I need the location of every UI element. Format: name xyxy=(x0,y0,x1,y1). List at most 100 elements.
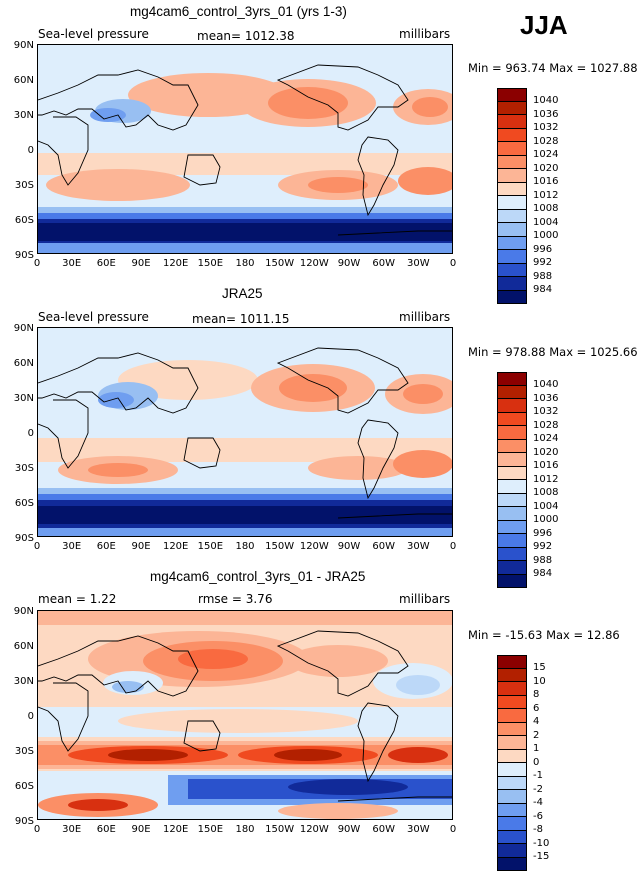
colorbar-tick-label: 984 xyxy=(533,567,558,581)
colorbar-swatch xyxy=(497,102,527,116)
panel-2-lat-60s: 60S xyxy=(4,498,34,509)
colorbar-tick-label: 1 xyxy=(533,742,549,756)
colorbar-tick-label: 1004 xyxy=(533,216,558,230)
panel-2-lon-label: 60W xyxy=(372,541,395,552)
panel-2-minmax: Min = 978.88 Max = 1025.66 xyxy=(468,345,638,359)
colorbar-swatch xyxy=(497,440,527,454)
colorbar-tick-label: 996 xyxy=(533,243,558,257)
colorbar-tick-label: 1040 xyxy=(533,94,558,108)
colorbar-tick-label: 988 xyxy=(533,270,558,284)
colorbar-swatch xyxy=(497,655,527,669)
colorbar-swatch xyxy=(497,709,527,723)
colorbar-tick-label: 1008 xyxy=(533,202,558,216)
colorbar-swatch xyxy=(497,115,527,129)
colorbar-swatch xyxy=(497,156,527,170)
colorbar-tick-label: -1 xyxy=(533,769,549,783)
colorbar-tick-label: 1032 xyxy=(533,121,558,135)
colorbar-tick-label: 992 xyxy=(533,256,558,270)
panel-1-lat-90s: 90S xyxy=(4,250,34,261)
panel-1-lon-label: 60W xyxy=(372,258,395,269)
panel-3-map xyxy=(37,610,453,820)
colorbar-tick-label: 1036 xyxy=(533,108,558,122)
colorbar-tick-label: 1004 xyxy=(533,500,558,514)
colorbar-swatch xyxy=(497,237,527,251)
panel-1-mean-label: mean= 1012.38 xyxy=(197,29,295,43)
panel-2-lat-0: 0 xyxy=(4,428,34,439)
panel-2-lat-30s: 30S xyxy=(4,463,34,474)
colorbar-swatch xyxy=(497,723,527,737)
panel-1-lon-label: 60E xyxy=(97,258,116,269)
panel-3-lon-label: 0 xyxy=(450,824,456,835)
colorbar-swatch xyxy=(497,142,527,156)
panel-2-lon-label: 90W xyxy=(338,541,361,552)
colorbar-swatch xyxy=(497,399,527,413)
colorbar-swatch xyxy=(497,277,527,291)
panel-1-colorbar xyxy=(497,88,527,304)
panel-1-lon-label: 180 xyxy=(235,258,254,269)
colorbar-tick-label: 1000 xyxy=(533,229,558,243)
colorbar-tick-label: -6 xyxy=(533,810,549,824)
colorbar-tick-label: 1016 xyxy=(533,459,558,473)
colorbar-swatch xyxy=(497,129,527,143)
colorbar-tick-label: 6 xyxy=(533,702,549,716)
colorbar-swatch xyxy=(497,763,527,777)
panel-2-title: JRA25 xyxy=(222,286,263,301)
panel-2-lat-90n: 90N xyxy=(4,323,34,334)
season-label: JJA xyxy=(520,10,568,41)
panel-1-lon-label: 30E xyxy=(62,258,81,269)
colorbar-tick-label: 8 xyxy=(533,688,549,702)
colorbar-swatch xyxy=(497,264,527,278)
panel-2-units-label: millibars xyxy=(399,310,450,324)
colorbar-swatch xyxy=(497,682,527,696)
panel-1-variable-label: Sea-level pressure xyxy=(38,27,149,41)
colorbar-tick-label: 10 xyxy=(533,675,549,689)
colorbar-swatch xyxy=(497,196,527,210)
panel-3-lon-label: 90E xyxy=(131,824,150,835)
colorbar-tick-label: 984 xyxy=(533,283,558,297)
colorbar-tick-label: 1008 xyxy=(533,486,558,500)
colorbar-tick-label: 0 xyxy=(533,756,549,770)
colorbar-tick-label: 1028 xyxy=(533,135,558,149)
panel-1-lat-30s: 30S xyxy=(4,180,34,191)
panel-3-lat-60n: 60N xyxy=(4,641,34,652)
panel-1-lat-60n: 60N xyxy=(4,75,34,86)
panel-1-lon-label: 90W xyxy=(338,258,361,269)
panel-2-mean-label: mean= 1011.15 xyxy=(192,312,290,326)
panel-2-lat-30n: 30N xyxy=(4,393,34,404)
colorbar-swatch xyxy=(497,777,527,791)
colorbar-tick-label: 1000 xyxy=(533,513,558,527)
panel-3-rmse-label: rmse = 3.76 xyxy=(198,592,272,606)
panel-3-lat-90n: 90N xyxy=(4,606,34,617)
panel-1-units-label: millibars xyxy=(399,27,450,41)
colorbar-swatch xyxy=(497,844,527,858)
panel-1-lon-label: 120E xyxy=(163,258,188,269)
panel-3-lat-30n: 30N xyxy=(4,676,34,687)
colorbar-swatch xyxy=(497,507,527,521)
colorbar-swatch xyxy=(497,386,527,400)
panel-2-lon-label: 60E xyxy=(97,541,116,552)
colorbar-tick-label: 1016 xyxy=(533,175,558,189)
panel-2-lon-label: 120W xyxy=(300,541,329,552)
colorbar-tick-label: 1012 xyxy=(533,189,558,203)
colorbar-swatch xyxy=(497,223,527,237)
panel-3-lon-label: 150E xyxy=(198,824,223,835)
colorbar-tick-label: 1024 xyxy=(533,148,558,162)
colorbar-swatch xyxy=(497,210,527,224)
panel-2-lon-label: 90E xyxy=(131,541,150,552)
panel-1-minmax: Min = 963.74 Max = 1027.88 xyxy=(468,61,638,75)
panel-2-lat-90s: 90S xyxy=(4,533,34,544)
colorbar-tick-label: -2 xyxy=(533,783,549,797)
colorbar-swatch xyxy=(497,804,527,818)
colorbar-tick-label: 1032 xyxy=(533,405,558,419)
colorbar-swatch xyxy=(497,480,527,494)
colorbar-tick-label: 1036 xyxy=(533,392,558,406)
panel-3-lon-label: 30E xyxy=(62,824,81,835)
colorbar-swatch xyxy=(497,169,527,183)
panel-1-lon-label: 0 xyxy=(34,258,40,269)
colorbar-swatch xyxy=(497,88,527,102)
panel-3-lat-60s: 60S xyxy=(4,781,34,792)
panel-3-lon-label: 120E xyxy=(163,824,188,835)
colorbar-swatch xyxy=(497,372,527,386)
colorbar-tick-label: 1028 xyxy=(533,419,558,433)
